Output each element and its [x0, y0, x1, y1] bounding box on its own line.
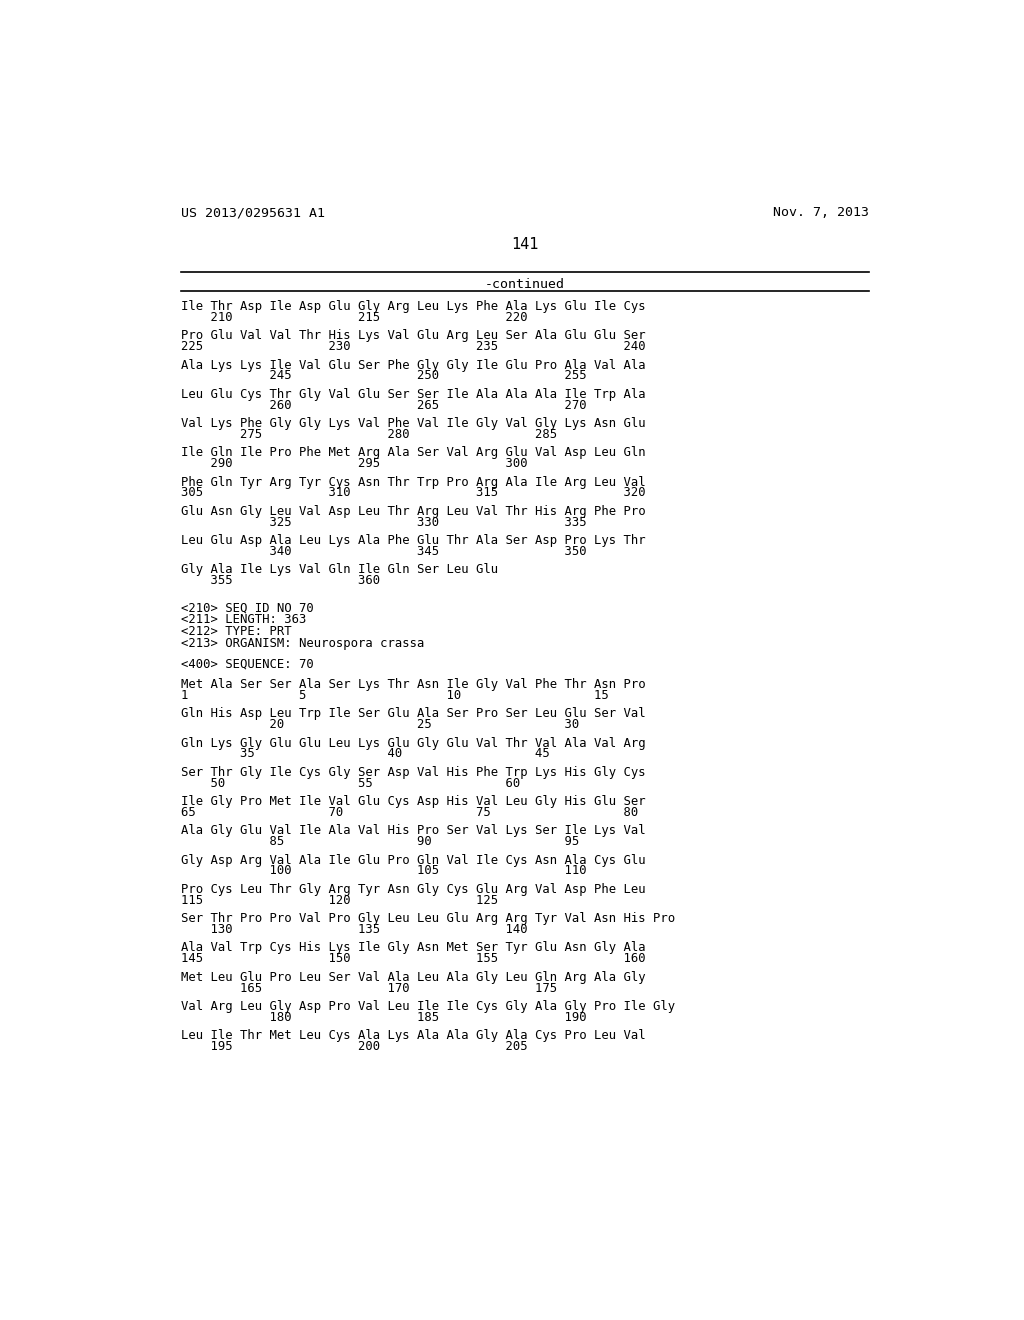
- Text: 195                 200                 205: 195 200 205: [180, 1040, 527, 1053]
- Text: Glu Asn Gly Leu Val Asp Leu Thr Arg Leu Val Thr His Arg Phe Pro: Glu Asn Gly Leu Val Asp Leu Thr Arg Leu …: [180, 506, 645, 517]
- Text: 35                  40                  45: 35 40 45: [180, 747, 550, 760]
- Text: 325                 330                 335: 325 330 335: [180, 516, 587, 529]
- Text: 290                 295                 300: 290 295 300: [180, 457, 527, 470]
- Text: <400> SEQUENCE: 70: <400> SEQUENCE: 70: [180, 657, 313, 671]
- Text: 1               5                   10                  15: 1 5 10 15: [180, 689, 608, 702]
- Text: <213> ORGANISM: Neurospora crassa: <213> ORGANISM: Neurospora crassa: [180, 636, 424, 649]
- Text: <211> LENGTH: 363: <211> LENGTH: 363: [180, 614, 306, 627]
- Text: Ser Thr Pro Pro Val Pro Gly Leu Leu Glu Arg Arg Tyr Val Asn His Pro: Ser Thr Pro Pro Val Pro Gly Leu Leu Glu …: [180, 912, 675, 925]
- Text: Ser Thr Gly Ile Cys Gly Ser Asp Val His Phe Trp Lys His Gly Cys: Ser Thr Gly Ile Cys Gly Ser Asp Val His …: [180, 766, 645, 779]
- Text: Nov. 7, 2013: Nov. 7, 2013: [773, 206, 869, 219]
- Text: Met Leu Glu Pro Leu Ser Val Ala Leu Ala Gly Leu Gln Arg Ala Gly: Met Leu Glu Pro Leu Ser Val Ala Leu Ala …: [180, 970, 645, 983]
- Text: 245                 250                 255: 245 250 255: [180, 370, 587, 383]
- Text: Ala Val Trp Cys His Lys Ile Gly Asn Met Ser Tyr Glu Asn Gly Ala: Ala Val Trp Cys His Lys Ile Gly Asn Met …: [180, 941, 645, 954]
- Text: 145                 150                 155                 160: 145 150 155 160: [180, 952, 645, 965]
- Text: Leu Glu Asp Ala Leu Lys Ala Phe Glu Thr Ala Ser Asp Pro Lys Thr: Leu Glu Asp Ala Leu Lys Ala Phe Glu Thr …: [180, 535, 645, 548]
- Text: Gln His Asp Leu Trp Ile Ser Glu Ala Ser Pro Ser Leu Glu Ser Val: Gln His Asp Leu Trp Ile Ser Glu Ala Ser …: [180, 708, 645, 721]
- Text: Ala Gly Glu Val Ile Ala Val His Pro Ser Val Lys Ser Ile Lys Val: Ala Gly Glu Val Ile Ala Val His Pro Ser …: [180, 825, 645, 837]
- Text: 180                 185                 190: 180 185 190: [180, 1011, 587, 1024]
- Text: Phe Gln Tyr Arg Tyr Cys Asn Thr Trp Pro Arg Ala Ile Arg Leu Val: Phe Gln Tyr Arg Tyr Cys Asn Thr Trp Pro …: [180, 475, 645, 488]
- Text: 65                  70                  75                  80: 65 70 75 80: [180, 807, 638, 818]
- Text: Val Arg Leu Gly Asp Pro Val Leu Ile Ile Cys Gly Ala Gly Pro Ile Gly: Val Arg Leu Gly Asp Pro Val Leu Ile Ile …: [180, 1001, 675, 1012]
- Text: 50                  55                  60: 50 55 60: [180, 776, 520, 789]
- Text: 115                 120                 125: 115 120 125: [180, 894, 498, 907]
- Text: -continued: -continued: [484, 277, 565, 290]
- Text: Pro Glu Val Val Thr His Lys Val Glu Arg Leu Ser Ala Glu Glu Ser: Pro Glu Val Val Thr His Lys Val Glu Arg …: [180, 330, 645, 342]
- Text: Met Ala Ser Ser Ala Ser Lys Thr Asn Ile Gly Val Phe Thr Asn Pro: Met Ala Ser Ser Ala Ser Lys Thr Asn Ile …: [180, 678, 645, 692]
- Text: 85                  90                  95: 85 90 95: [180, 836, 579, 849]
- Text: 141: 141: [511, 238, 539, 252]
- Text: 260                 265                 270: 260 265 270: [180, 399, 587, 412]
- Text: 165                 170                 175: 165 170 175: [180, 982, 557, 994]
- Text: 225                 230                 235                 240: 225 230 235 240: [180, 341, 645, 354]
- Text: Ala Lys Lys Ile Val Glu Ser Phe Gly Gly Ile Glu Pro Ala Val Ala: Ala Lys Lys Ile Val Glu Ser Phe Gly Gly …: [180, 359, 645, 372]
- Text: Ile Gln Ile Pro Phe Met Arg Ala Ser Val Arg Glu Val Asp Leu Gln: Ile Gln Ile Pro Phe Met Arg Ala Ser Val …: [180, 446, 645, 459]
- Text: Gly Ala Ile Lys Val Gln Ile Gln Ser Leu Glu: Gly Ala Ile Lys Val Gln Ile Gln Ser Leu …: [180, 564, 498, 577]
- Text: Gly Asp Arg Val Ala Ile Glu Pro Gln Val Ile Cys Asn Ala Cys Glu: Gly Asp Arg Val Ala Ile Glu Pro Gln Val …: [180, 854, 645, 867]
- Text: 305                 310                 315                 320: 305 310 315 320: [180, 487, 645, 499]
- Text: Pro Cys Leu Thr Gly Arg Tyr Asn Gly Cys Glu Arg Val Asp Phe Leu: Pro Cys Leu Thr Gly Arg Tyr Asn Gly Cys …: [180, 883, 645, 896]
- Text: 130                 135                 140: 130 135 140: [180, 923, 527, 936]
- Text: Leu Glu Cys Thr Gly Val Glu Ser Ser Ile Ala Ala Ala Ile Trp Ala: Leu Glu Cys Thr Gly Val Glu Ser Ser Ile …: [180, 388, 645, 401]
- Text: Ile Thr Asp Ile Asp Glu Gly Arg Leu Lys Phe Ala Lys Glu Ile Cys: Ile Thr Asp Ile Asp Glu Gly Arg Leu Lys …: [180, 300, 645, 313]
- Text: US 2013/0295631 A1: US 2013/0295631 A1: [180, 206, 325, 219]
- Text: <210> SEQ ID NO 70: <210> SEQ ID NO 70: [180, 602, 313, 615]
- Text: Leu Ile Thr Met Leu Cys Ala Lys Ala Ala Gly Ala Cys Pro Leu Val: Leu Ile Thr Met Leu Cys Ala Lys Ala Ala …: [180, 1030, 645, 1043]
- Text: Ile Gly Pro Met Ile Val Glu Cys Asp His Val Leu Gly His Glu Ser: Ile Gly Pro Met Ile Val Glu Cys Asp His …: [180, 795, 645, 808]
- Text: 355                 360: 355 360: [180, 574, 380, 587]
- Text: 100                 105                 110: 100 105 110: [180, 865, 587, 878]
- Text: 275                 280                 285: 275 280 285: [180, 428, 557, 441]
- Text: Gln Lys Gly Glu Glu Leu Lys Glu Gly Glu Val Thr Val Ala Val Arg: Gln Lys Gly Glu Glu Leu Lys Glu Gly Glu …: [180, 737, 645, 750]
- Text: 210                 215                 220: 210 215 220: [180, 312, 527, 323]
- Text: 340                 345                 350: 340 345 350: [180, 545, 587, 558]
- Text: <212> TYPE: PRT: <212> TYPE: PRT: [180, 626, 291, 638]
- Text: Val Lys Phe Gly Gly Lys Val Phe Val Ile Gly Val Gly Lys Asn Glu: Val Lys Phe Gly Gly Lys Val Phe Val Ile …: [180, 417, 645, 430]
- Text: 20                  25                  30: 20 25 30: [180, 718, 579, 731]
